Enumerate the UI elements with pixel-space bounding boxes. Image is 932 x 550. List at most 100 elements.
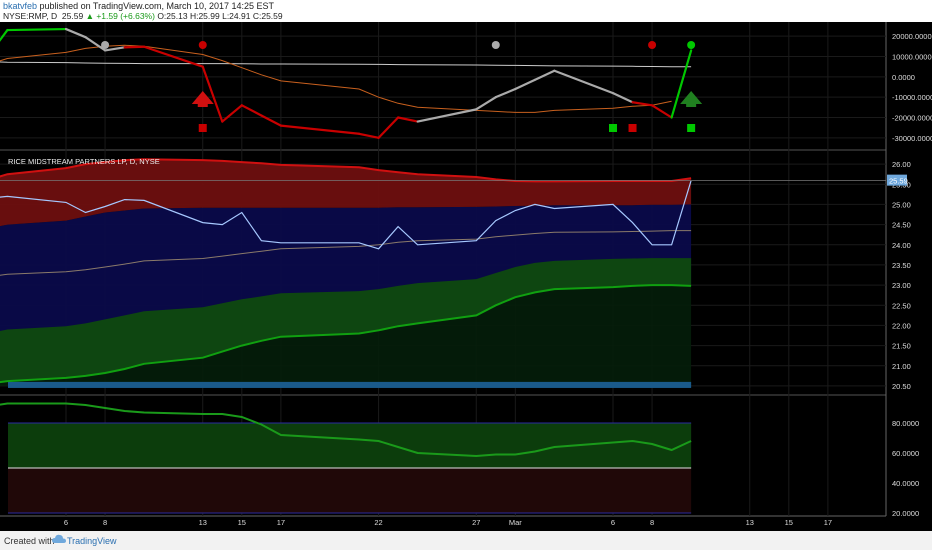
oscillator-segment	[123, 45, 146, 49]
signal-square	[628, 124, 637, 132]
bottom-tick-label: 40.0000	[892, 479, 919, 488]
oscillator-segment	[240, 104, 263, 117]
signal-arrow-up-icon	[191, 91, 214, 107]
signal-dot	[491, 41, 500, 49]
oscillator-segment	[357, 132, 380, 139]
oscillator-segment	[611, 91, 634, 104]
last-price: 25.59	[61, 11, 84, 21]
oscillator-tick-label: 20000.0000	[892, 32, 932, 41]
oscillator-segment	[670, 49, 693, 119]
last-price-badge-text: 25.59	[889, 177, 908, 186]
oscillator-segment	[494, 87, 517, 99]
slow-signal-line	[0, 44, 672, 113]
time-tick-label: 6	[64, 518, 68, 527]
time-tick-label: Mar	[509, 518, 522, 527]
green-band-fill	[0, 258, 692, 383]
chart-area[interactable]: 26.0025.5025.0024.5024.0023.5023.0022.50…	[0, 22, 932, 531]
signal-dot	[198, 41, 207, 49]
oscillator-tick-label: -20000.0000	[892, 114, 932, 123]
signal-dot	[687, 41, 696, 49]
price-tick-label: 24.50	[892, 221, 911, 230]
oscillator-segment	[377, 116, 400, 139]
lower-dark-green-fill	[0, 285, 692, 386]
price-tick-label: 26.00	[892, 160, 911, 169]
bottom-oscillator-line	[0, 402, 692, 458]
symbol-label: NYSE:RMP, D	[3, 11, 58, 21]
time-tick-label: 13	[199, 518, 207, 527]
price-tick-label: 22.00	[892, 321, 911, 330]
tradingview-brand[interactable]: TradingView	[67, 536, 117, 546]
oscillator-segment	[6, 27, 68, 32]
open-value: O:25.13	[157, 11, 188, 21]
signal-arrow-up-icon	[680, 91, 703, 107]
low-value: L:24.91	[222, 11, 251, 21]
oscillator-segment	[201, 65, 224, 123]
chart-svg[interactable]: 26.0025.5025.0024.5024.0023.5023.0022.50…	[0, 22, 932, 531]
price-panel-title: RICE MIDSTREAM PARTNERS LP, D, NYSE	[8, 157, 160, 166]
oscillator-segment	[84, 36, 107, 52]
price-tick-label: 21.50	[892, 342, 911, 351]
price-tick-label: 21.00	[892, 362, 911, 371]
close-line	[0, 180, 692, 250]
oscillator-segment	[260, 114, 282, 127]
time-tick-label: 17	[277, 518, 285, 527]
time-tick-label: 6	[611, 518, 615, 527]
oscillator-tick-label: 0.0000	[892, 73, 915, 82]
bottom-tick-label: 20.0000	[892, 509, 919, 518]
signal-square	[609, 124, 617, 132]
signal-square	[687, 124, 696, 132]
price-tick-label: 22.50	[892, 301, 911, 310]
footer-bar: Created with TradingView	[0, 531, 932, 550]
price-tick-label: 23.00	[892, 281, 911, 290]
oscillator-segment	[221, 104, 243, 123]
oscillator-segment	[103, 46, 126, 52]
chart-header: bkatvfeb published on TradingView.com, M…	[0, 0, 932, 22]
time-tick-label: 15	[238, 518, 246, 527]
time-tick-label: 15	[785, 518, 793, 527]
time-tick-label: 22	[374, 518, 382, 527]
change-value: ▲ +1.59 (+6.63%)	[85, 11, 155, 21]
oscillator-segment	[397, 116, 419, 123]
oscillator-segment	[631, 101, 654, 107]
published-text: published on TradingView.com, March 10, …	[39, 1, 275, 11]
bottom-green-zone	[8, 423, 692, 468]
oscillator-segment	[64, 27, 87, 39]
time-tick-label: 8	[103, 518, 107, 527]
bottom-red-zone	[8, 468, 692, 513]
bottom-tick-label: 60.0000	[892, 449, 919, 458]
created-with-text: Created with	[4, 536, 55, 546]
signal-square	[198, 124, 207, 132]
oscillator-segment	[514, 78, 536, 91]
oscillator-tick-label: 10000.0000	[892, 53, 932, 62]
price-tick-label: 20.50	[892, 382, 911, 391]
price-tick-label: 24.00	[892, 241, 911, 250]
close-value: C:25.59	[252, 11, 283, 21]
last-price-badge	[887, 174, 907, 186]
time-tick-label: 17	[824, 518, 832, 527]
oscillator-segment	[553, 69, 615, 95]
upper-band-line	[0, 158, 692, 183]
red-band-fill	[0, 159, 692, 227]
time-tick-label: 8	[650, 518, 654, 527]
signal-dot	[101, 41, 110, 49]
oscillator-segment	[533, 69, 556, 81]
price-tick-label: 23.50	[892, 261, 911, 270]
oscillator-segment	[475, 96, 497, 111]
oscillator-tick-label: -30000.0000	[892, 134, 932, 143]
tradingview-cloud-icon	[52, 534, 66, 546]
publish-line: bkatvfeb published on TradingView.com, M…	[3, 1, 274, 11]
volume-strip	[8, 381, 692, 388]
time-tick-label: 13	[746, 518, 754, 527]
oscillator-tick-label: -10000.0000	[892, 93, 932, 102]
high-value: H:25.99	[189, 11, 220, 21]
oscillator-segment	[0, 28, 9, 42]
oscillator-segment	[416, 108, 478, 123]
oscillator-segment	[279, 124, 361, 135]
baseline-line	[0, 61, 692, 68]
lower-band-line	[0, 284, 692, 384]
oscillator-segment	[650, 104, 673, 119]
ohlc-line: NYSE:RMP, D 25.59 ▲ +1.59 (+6.63%) O:25.…	[3, 11, 283, 21]
author-link[interactable]: bkatvfeb	[3, 1, 38, 11]
signal-dot	[648, 41, 657, 49]
time-tick-label: 27	[472, 518, 480, 527]
